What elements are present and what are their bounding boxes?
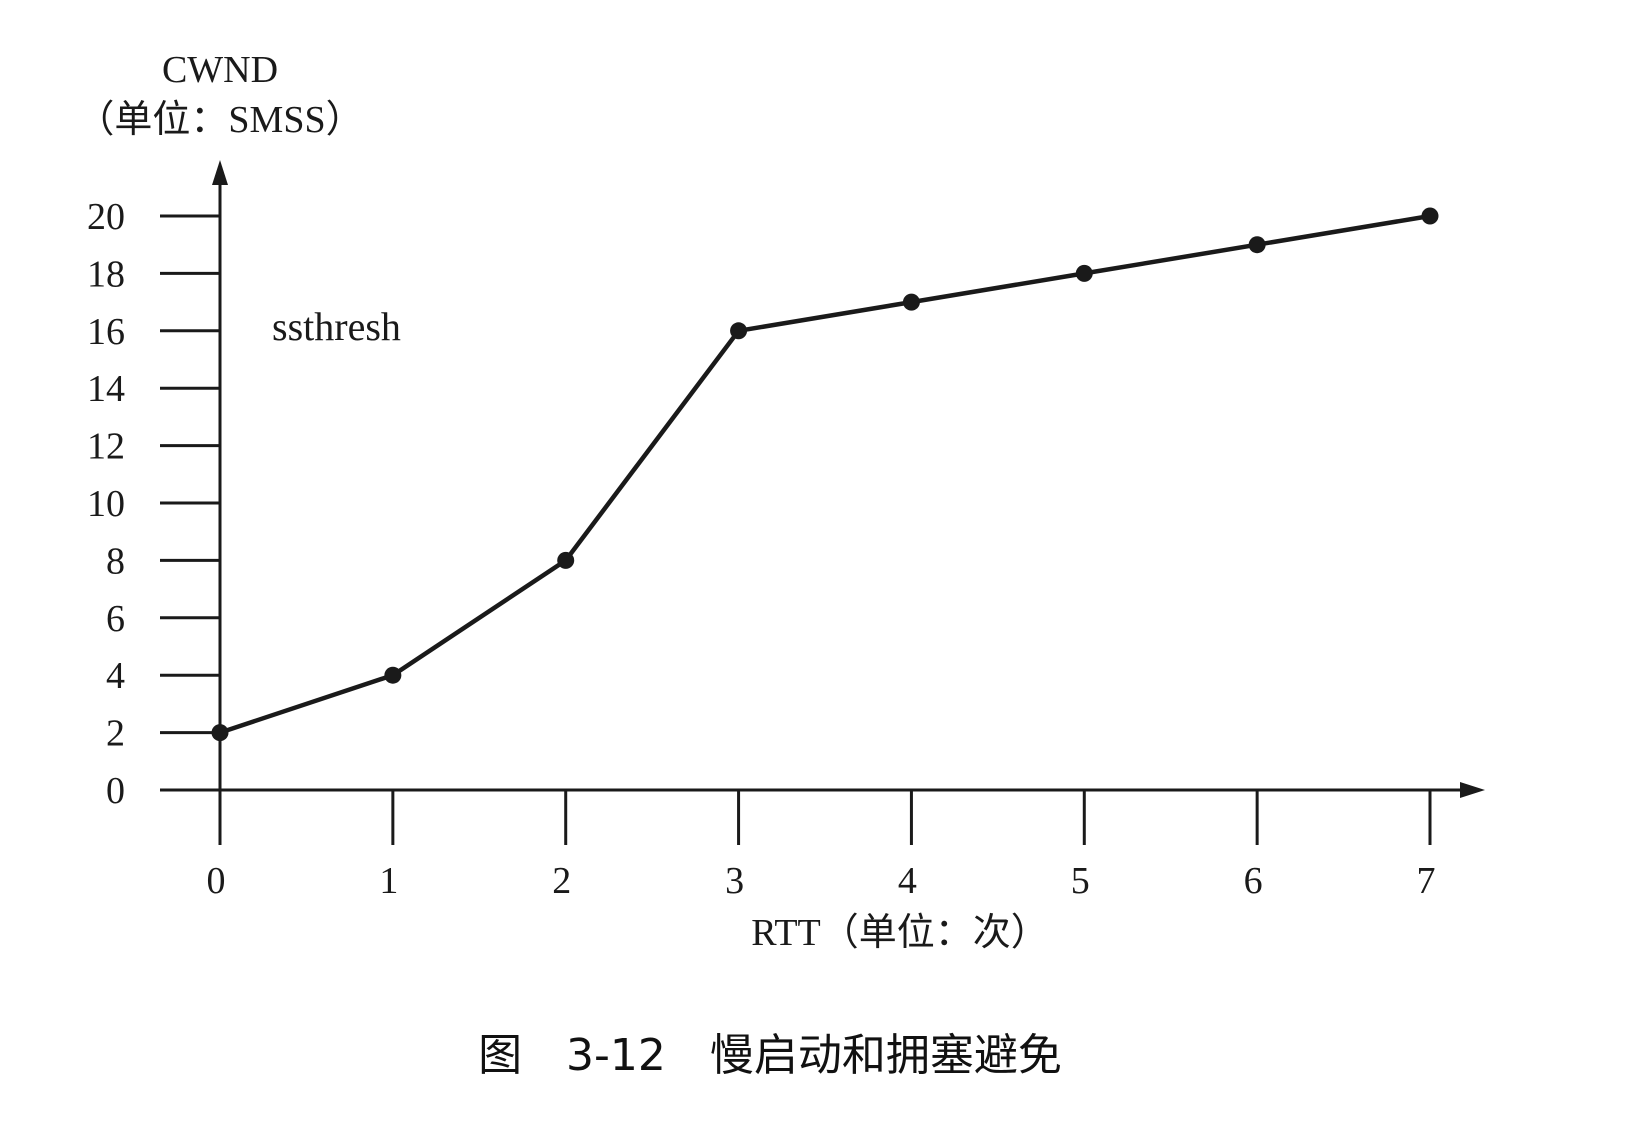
x-tick-label: 2 [552,860,571,902]
y-axis-title-line1: CWND [162,49,278,91]
y-tick-label: 18 [87,253,125,295]
data-point [902,293,920,311]
series [211,207,1439,742]
axes [160,160,1485,798]
y-tick-label: 12 [87,426,125,468]
x-tick-label: 0 [207,860,226,902]
data-point [384,666,402,684]
x-tick-label: 4 [898,860,917,902]
y-tick-label: 20 [87,196,125,238]
x-ticks: 0 1 2 3 4 5 6 7 [207,790,1436,902]
data-point [1248,236,1266,254]
y-axis-arrow [212,160,228,185]
y-tick-label: 16 [87,311,125,353]
x-axis-arrow [1460,782,1485,798]
x-tick-label: 7 [1417,860,1436,902]
figure-caption: 图 3-12 慢启动和拥塞避免 [478,1030,1062,1081]
data-point [557,551,575,569]
y-tick-label: 0 [106,770,125,812]
x-tick-label: 3 [725,860,744,902]
y-tick-label: 14 [87,368,125,410]
data-point [1075,264,1093,282]
data-point [730,322,748,340]
y-tick-label: 4 [106,655,125,697]
data-point [211,724,229,742]
y-tick-label: 8 [106,540,125,582]
series-line [219,213,1431,735]
y-axis-title-line2: （单位：SMSS） [76,99,363,141]
x-axis-title: RTT（单位：次） [751,912,1049,954]
ssthresh-annotation: ssthresh [272,304,401,349]
x-tick-label: 5 [1071,860,1090,902]
y-tick-label: 2 [106,713,125,755]
y-tick-label: 6 [106,598,125,640]
data-point [1421,207,1439,225]
x-tick-label: 6 [1244,860,1263,902]
y-tick-label: 10 [87,483,125,525]
x-tick-label: 1 [379,860,398,902]
y-ticks: 0 2 4 6 8 10 12 14 16 18 20 [87,196,220,812]
